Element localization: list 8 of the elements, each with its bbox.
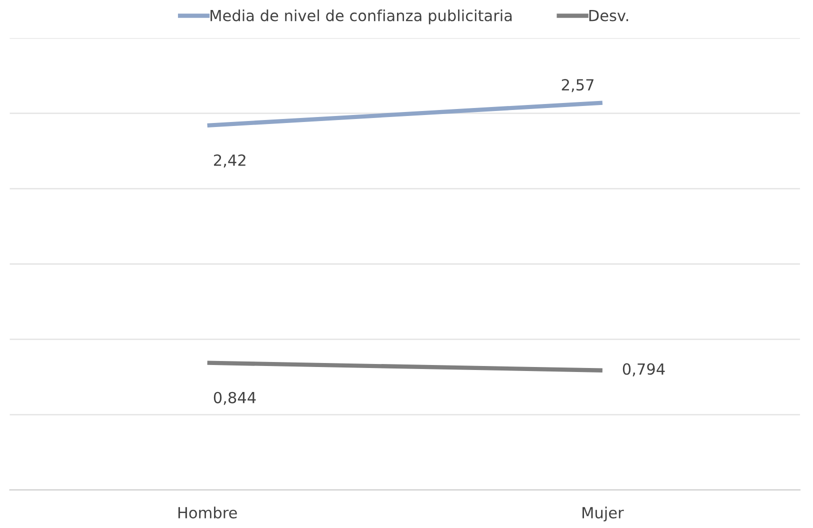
data-label: 0,844 [214,392,256,405]
legend-label: Desv. [589,10,628,22]
x-tick-label: Hombre [178,506,237,518]
data-label: 0,794 [622,363,665,376]
data-label: 2,42 [214,154,246,168]
data-label: 2,57 [562,79,594,92]
legend-label: Media de nivel de confianza publicitaria [210,9,512,24]
x-tick-label: Mujer [582,506,624,522]
